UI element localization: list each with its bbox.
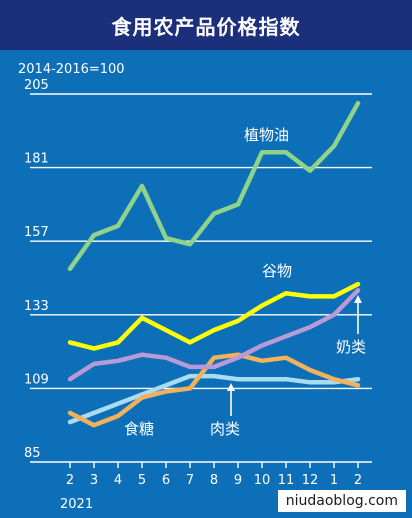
- x-tick-label: 7: [186, 473, 194, 488]
- y-tick-label: 157: [24, 225, 49, 240]
- watermark: niudaoblog.com: [277, 490, 406, 512]
- series-line-4: [67, 373, 361, 425]
- chart-title: 食用农产品价格指数: [0, 0, 412, 50]
- y-tick-label: 85: [24, 446, 41, 461]
- series-line-0: [67, 100, 361, 272]
- x-tick-label: 6: [162, 473, 170, 488]
- series-label: 谷物: [262, 262, 292, 280]
- x-tick-label: 3: [90, 473, 98, 488]
- series-line-1: [67, 281, 361, 351]
- series-label: 植物油: [244, 126, 289, 144]
- series-line-3: [67, 352, 361, 428]
- dairy-pointer-arrow: [354, 295, 362, 334]
- x-tick-label: 1: [330, 473, 338, 488]
- x-tick-label: 4: [114, 473, 122, 488]
- meat-pointer-arrow: [227, 383, 235, 416]
- y-tick-label: 205: [24, 78, 49, 93]
- series-label: 奶类: [336, 338, 366, 356]
- series-line-2: [67, 288, 361, 382]
- x-tick-label: 2: [66, 473, 74, 488]
- x-tick-label: 10: [254, 473, 271, 488]
- series-label: 食糖: [124, 420, 154, 438]
- x-tick-label: 5: [138, 473, 146, 488]
- x-tick-label: 12: [302, 473, 319, 488]
- x-tick-label: 2: [354, 473, 362, 488]
- y-tick-label: 133: [24, 299, 49, 314]
- series-label: 肉类: [210, 420, 240, 438]
- x-tick-label: 11: [278, 473, 295, 488]
- base-index-note: 2014-2016=100: [18, 62, 125, 77]
- year-label: 2021: [60, 497, 93, 512]
- x-tick-label: 8: [210, 473, 218, 488]
- y-tick-label: 109: [24, 372, 49, 387]
- y-tick-label: 181: [24, 152, 49, 167]
- x-tick-label: 9: [234, 473, 242, 488]
